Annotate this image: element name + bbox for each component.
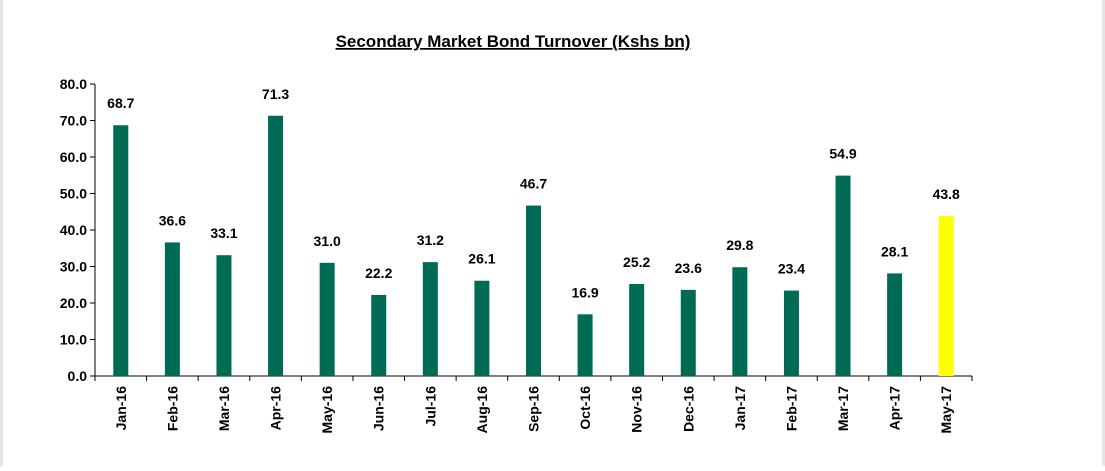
x-tick-label: Jan-16	[113, 386, 129, 431]
y-tick-label: 50.0	[60, 186, 87, 202]
data-label: 23.4	[778, 261, 805, 277]
y-tick-label: 60.0	[60, 149, 87, 165]
x-tick-label: Aug-16	[474, 386, 490, 434]
right-edge-shade	[1102, 0, 1105, 466]
x-tick-label: Mar-16	[216, 386, 232, 431]
bar-mar-16	[216, 255, 232, 376]
data-label: 26.1	[468, 251, 495, 267]
x-tick-label: Mar-17	[835, 386, 851, 431]
data-label: 16.9	[571, 284, 598, 300]
data-label: 46.7	[520, 176, 547, 192]
data-label: 68.7	[107, 95, 134, 111]
left-edge-shade	[0, 0, 3, 466]
data-label: 28.1	[881, 243, 908, 259]
data-label: 71.3	[262, 86, 289, 102]
data-label: 31.0	[314, 233, 341, 249]
x-axis: Jan-16 Feb-16 Mar-16 Apr-16 May-16 Jun-16 Jul-…	[94, 375, 973, 434]
data-label: 54.9	[829, 146, 856, 162]
y-tick-label: 70.0	[60, 113, 87, 129]
bar-may-17	[938, 216, 954, 376]
x-tick-label: Feb-17	[783, 386, 799, 431]
data-label: 36.6	[159, 212, 186, 228]
bar-apr-16	[268, 115, 284, 376]
x-tick-label: May-16	[319, 386, 335, 434]
bar-may-16	[319, 262, 335, 376]
data-labels: 68.7 36.6 33.1 71.3 31.0 22.2 31.2 26.1 46.7 16.9…	[107, 86, 960, 301]
bars	[113, 115, 954, 377]
bar-dec-16	[680, 289, 696, 376]
bar-mar-17	[835, 175, 851, 376]
y-tick-label: 30.0	[60, 259, 87, 275]
bar-jun-16	[371, 294, 387, 376]
bar-apr-17	[887, 273, 903, 376]
data-label: 23.6	[675, 260, 702, 276]
bar-oct-16	[577, 314, 593, 376]
x-tick-label: Jul-16	[422, 386, 438, 427]
bar-aug-16	[474, 280, 490, 376]
data-label: 25.2	[623, 254, 650, 270]
data-label: 43.8	[933, 186, 960, 202]
data-label: 22.2	[365, 265, 392, 281]
bar-jul-16	[422, 262, 438, 376]
x-tick-label: Oct-16	[577, 386, 593, 430]
y-tick-label: 80.0	[60, 76, 87, 92]
x-tick-label: Sep-16	[526, 386, 542, 432]
x-tick-label: Feb-16	[164, 386, 180, 431]
data-label: 33.1	[210, 225, 237, 241]
bar-nov-16	[629, 284, 645, 376]
x-tick-label: Apr-17	[887, 386, 903, 431]
x-tick-label: May-17	[938, 386, 954, 434]
bar-feb-17	[783, 290, 799, 376]
y-tick-label: 20.0	[60, 295, 87, 311]
data-label: 29.8	[726, 237, 753, 253]
data-label: 31.2	[417, 232, 444, 248]
y-tick-label: 0.0	[68, 368, 88, 384]
y-axis: 0.0 10.0 20.0 30.0 40.0 50.0 60.0 70.0 80.0	[60, 76, 96, 384]
x-tick-label: Apr-16	[268, 386, 284, 431]
bar-sep-16	[526, 205, 541, 376]
bar-feb-16	[164, 242, 180, 376]
x-tick-label: Nov-16	[629, 386, 645, 433]
x-tick-label: Jun-16	[371, 386, 387, 431]
chart-title: Secondary Market Bond Turnover (Kshs bn)	[336, 32, 691, 51]
x-tick-label: Dec-16	[680, 386, 696, 432]
bar-jan-16	[113, 125, 129, 377]
y-tick-label: 10.0	[60, 332, 87, 348]
x-tick-label: Jan-17	[732, 386, 748, 431]
bar-jan-17	[732, 267, 748, 376]
y-tick-label: 40.0	[60, 222, 87, 238]
